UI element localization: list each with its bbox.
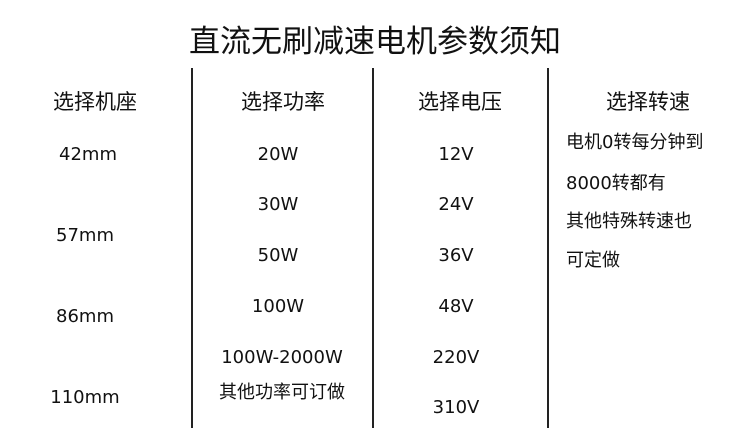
speed-note: 其他特殊转速也 [566,211,692,232]
speed-note: 电机0转每分钟到 [566,132,704,153]
voltage-item: 36V [438,245,474,266]
voltage-item: 220V [432,347,480,368]
header-power: 选择功率 [241,90,325,114]
voltage-item: 24V [438,194,474,215]
frame-item: 57mm [56,225,114,246]
power-item: 100W-2000W [221,347,343,368]
frame-item: 42mm [59,144,117,165]
power-item: 其他功率可订做 [219,382,345,403]
power-item: 100W [251,296,305,317]
power-item: 30W [257,194,299,215]
header-frame: 选择机座 [53,90,137,114]
frame-item: 110mm [50,387,120,408]
divider [372,68,374,428]
voltage-item: 310V [432,397,480,418]
power-item: 50W [257,245,299,266]
header-voltage: 选择电压 [418,90,502,114]
divider [547,68,549,428]
divider [191,68,193,428]
speed-note: 可定做 [566,250,620,271]
frame-item: 86mm [56,306,114,327]
speed-note: 8000转都有 [566,173,666,194]
voltage-item: 48V [438,296,474,317]
voltage-item: 12V [438,144,474,165]
page-title: 直流无刷减速电机参数须知 [189,24,561,60]
power-item: 20W [257,144,299,165]
header-speed: 选择转速 [606,90,690,114]
